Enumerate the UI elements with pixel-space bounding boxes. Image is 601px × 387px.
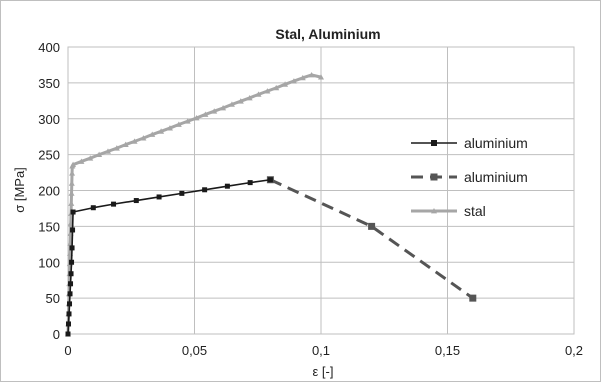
y-tick-label: 300 (38, 112, 60, 127)
y-tick-label: 0 (53, 327, 60, 342)
data-point (131, 138, 138, 144)
data-point (133, 198, 139, 204)
data-point (273, 84, 280, 91)
x-tick-label: 0,2 (565, 343, 583, 358)
legend: aluminium aluminium stal (411, 135, 528, 219)
data-point (69, 259, 75, 265)
data-point (113, 145, 120, 151)
plot-area-border (67, 46, 575, 335)
data-point (267, 177, 273, 183)
data-point (220, 104, 227, 111)
data-point (156, 194, 162, 200)
legend-entry: stal (411, 203, 486, 219)
series-aluminium-solid (65, 177, 273, 337)
legend-label: stal (464, 203, 486, 219)
legend-marker (430, 173, 438, 181)
legend-entry: aluminium (411, 169, 528, 185)
data-point (282, 81, 289, 87)
data-point (166, 125, 173, 131)
series-line (269, 178, 474, 300)
data-point (246, 94, 253, 101)
data-point (368, 222, 376, 230)
data-point (202, 111, 209, 117)
data-point (70, 227, 76, 233)
data-point (228, 101, 235, 107)
data-point (96, 151, 103, 158)
data-point (67, 301, 73, 307)
data-point (264, 88, 271, 94)
data-point (69, 245, 75, 251)
grid-lines (68, 46, 575, 334)
data-point (149, 131, 156, 137)
data-point (193, 115, 200, 121)
y-axis-label: σ [MPa] (12, 167, 27, 213)
data-point (78, 158, 85, 164)
data-point (122, 141, 129, 147)
data-point (158, 128, 165, 134)
data-point (255, 91, 262, 97)
data-point (87, 155, 94, 161)
y-tick-label: 350 (38, 76, 60, 91)
data-point (202, 187, 208, 193)
data-point (237, 98, 244, 104)
x-tick-label: 0 (64, 343, 71, 358)
data-point (211, 108, 218, 114)
series-stal-solid (65, 71, 324, 337)
data-point (69, 170, 76, 176)
data-series (65, 71, 477, 337)
data-point (68, 281, 74, 287)
data-point (70, 161, 77, 168)
data-point (68, 180, 75, 186)
data-point (318, 74, 324, 80)
data-point (299, 74, 306, 81)
x-tick-label: 0,15 (435, 343, 460, 358)
data-point (308, 71, 315, 78)
data-point (90, 205, 96, 211)
y-axis-ticks: 0 50 100 150 200 250 300 350 400 (38, 40, 60, 342)
x-tick-label: 0,05 (182, 343, 207, 358)
data-point (184, 118, 191, 124)
y-tick-label: 250 (38, 148, 60, 163)
y-tick-label: 200 (38, 184, 60, 199)
y-tick-label: 100 (38, 255, 60, 270)
data-point (68, 271, 74, 277)
data-point (66, 321, 72, 327)
chart-title: Stal, Aluminium (275, 26, 380, 42)
data-point (68, 190, 75, 196)
data-point (65, 331, 71, 337)
legend-entry: aluminium (411, 135, 528, 151)
data-point (224, 183, 230, 189)
data-point (247, 180, 253, 186)
data-point (140, 135, 147, 141)
data-point (290, 78, 297, 84)
data-point (179, 190, 185, 196)
x-axis-label: ε [-] (313, 364, 334, 379)
y-tick-label: 150 (38, 219, 60, 234)
data-point (469, 294, 477, 302)
legend-label: aluminium (464, 135, 528, 151)
data-point (175, 121, 182, 127)
x-axis-ticks: 0 0,05 0,1 0,15 0,2 (64, 343, 583, 358)
legend-label: aluminium (464, 169, 528, 185)
y-tick-label: 400 (38, 40, 60, 55)
data-point (111, 201, 117, 207)
data-point (70, 209, 76, 215)
x-tick-label: 0,1 (312, 343, 330, 358)
data-point (67, 291, 73, 297)
legend-marker (431, 140, 437, 146)
data-point (68, 200, 75, 206)
data-point (104, 148, 111, 154)
y-tick-label: 50 (46, 291, 60, 306)
data-point (66, 311, 72, 317)
legend-marker (431, 208, 437, 214)
